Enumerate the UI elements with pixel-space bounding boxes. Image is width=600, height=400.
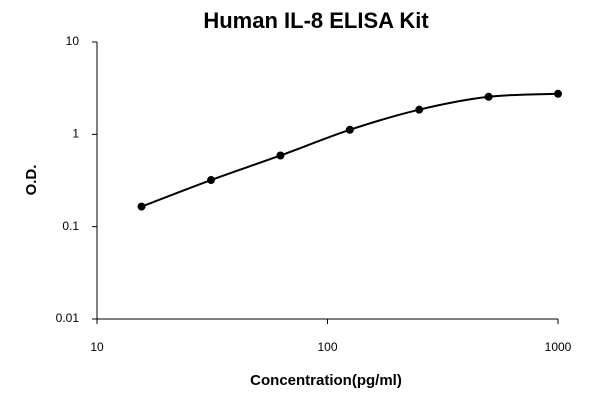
data-point (137, 202, 146, 211)
data-point (345, 125, 354, 134)
x-tick-label: 100 (317, 340, 337, 354)
fit-line (141, 92, 559, 208)
chart-title: Human IL-8 ELISA Kit (203, 8, 429, 33)
y-axis-title: O.D. (23, 165, 40, 196)
y-tick-label: 1 (72, 127, 79, 141)
x-tick-label: 10 (90, 340, 104, 354)
x-tick-label: 1000 (545, 340, 572, 354)
data-point (554, 89, 562, 98)
x-axis-title: Concentration(pg/ml) (250, 372, 402, 389)
y-tick-label: 10 (66, 34, 80, 48)
y-tick-label: 0.1 (62, 219, 79, 233)
data-point (207, 176, 216, 185)
data-point (415, 105, 424, 114)
data-point (276, 151, 285, 160)
data-point (484, 92, 493, 101)
y-tick-label: 0.01 (56, 311, 80, 325)
